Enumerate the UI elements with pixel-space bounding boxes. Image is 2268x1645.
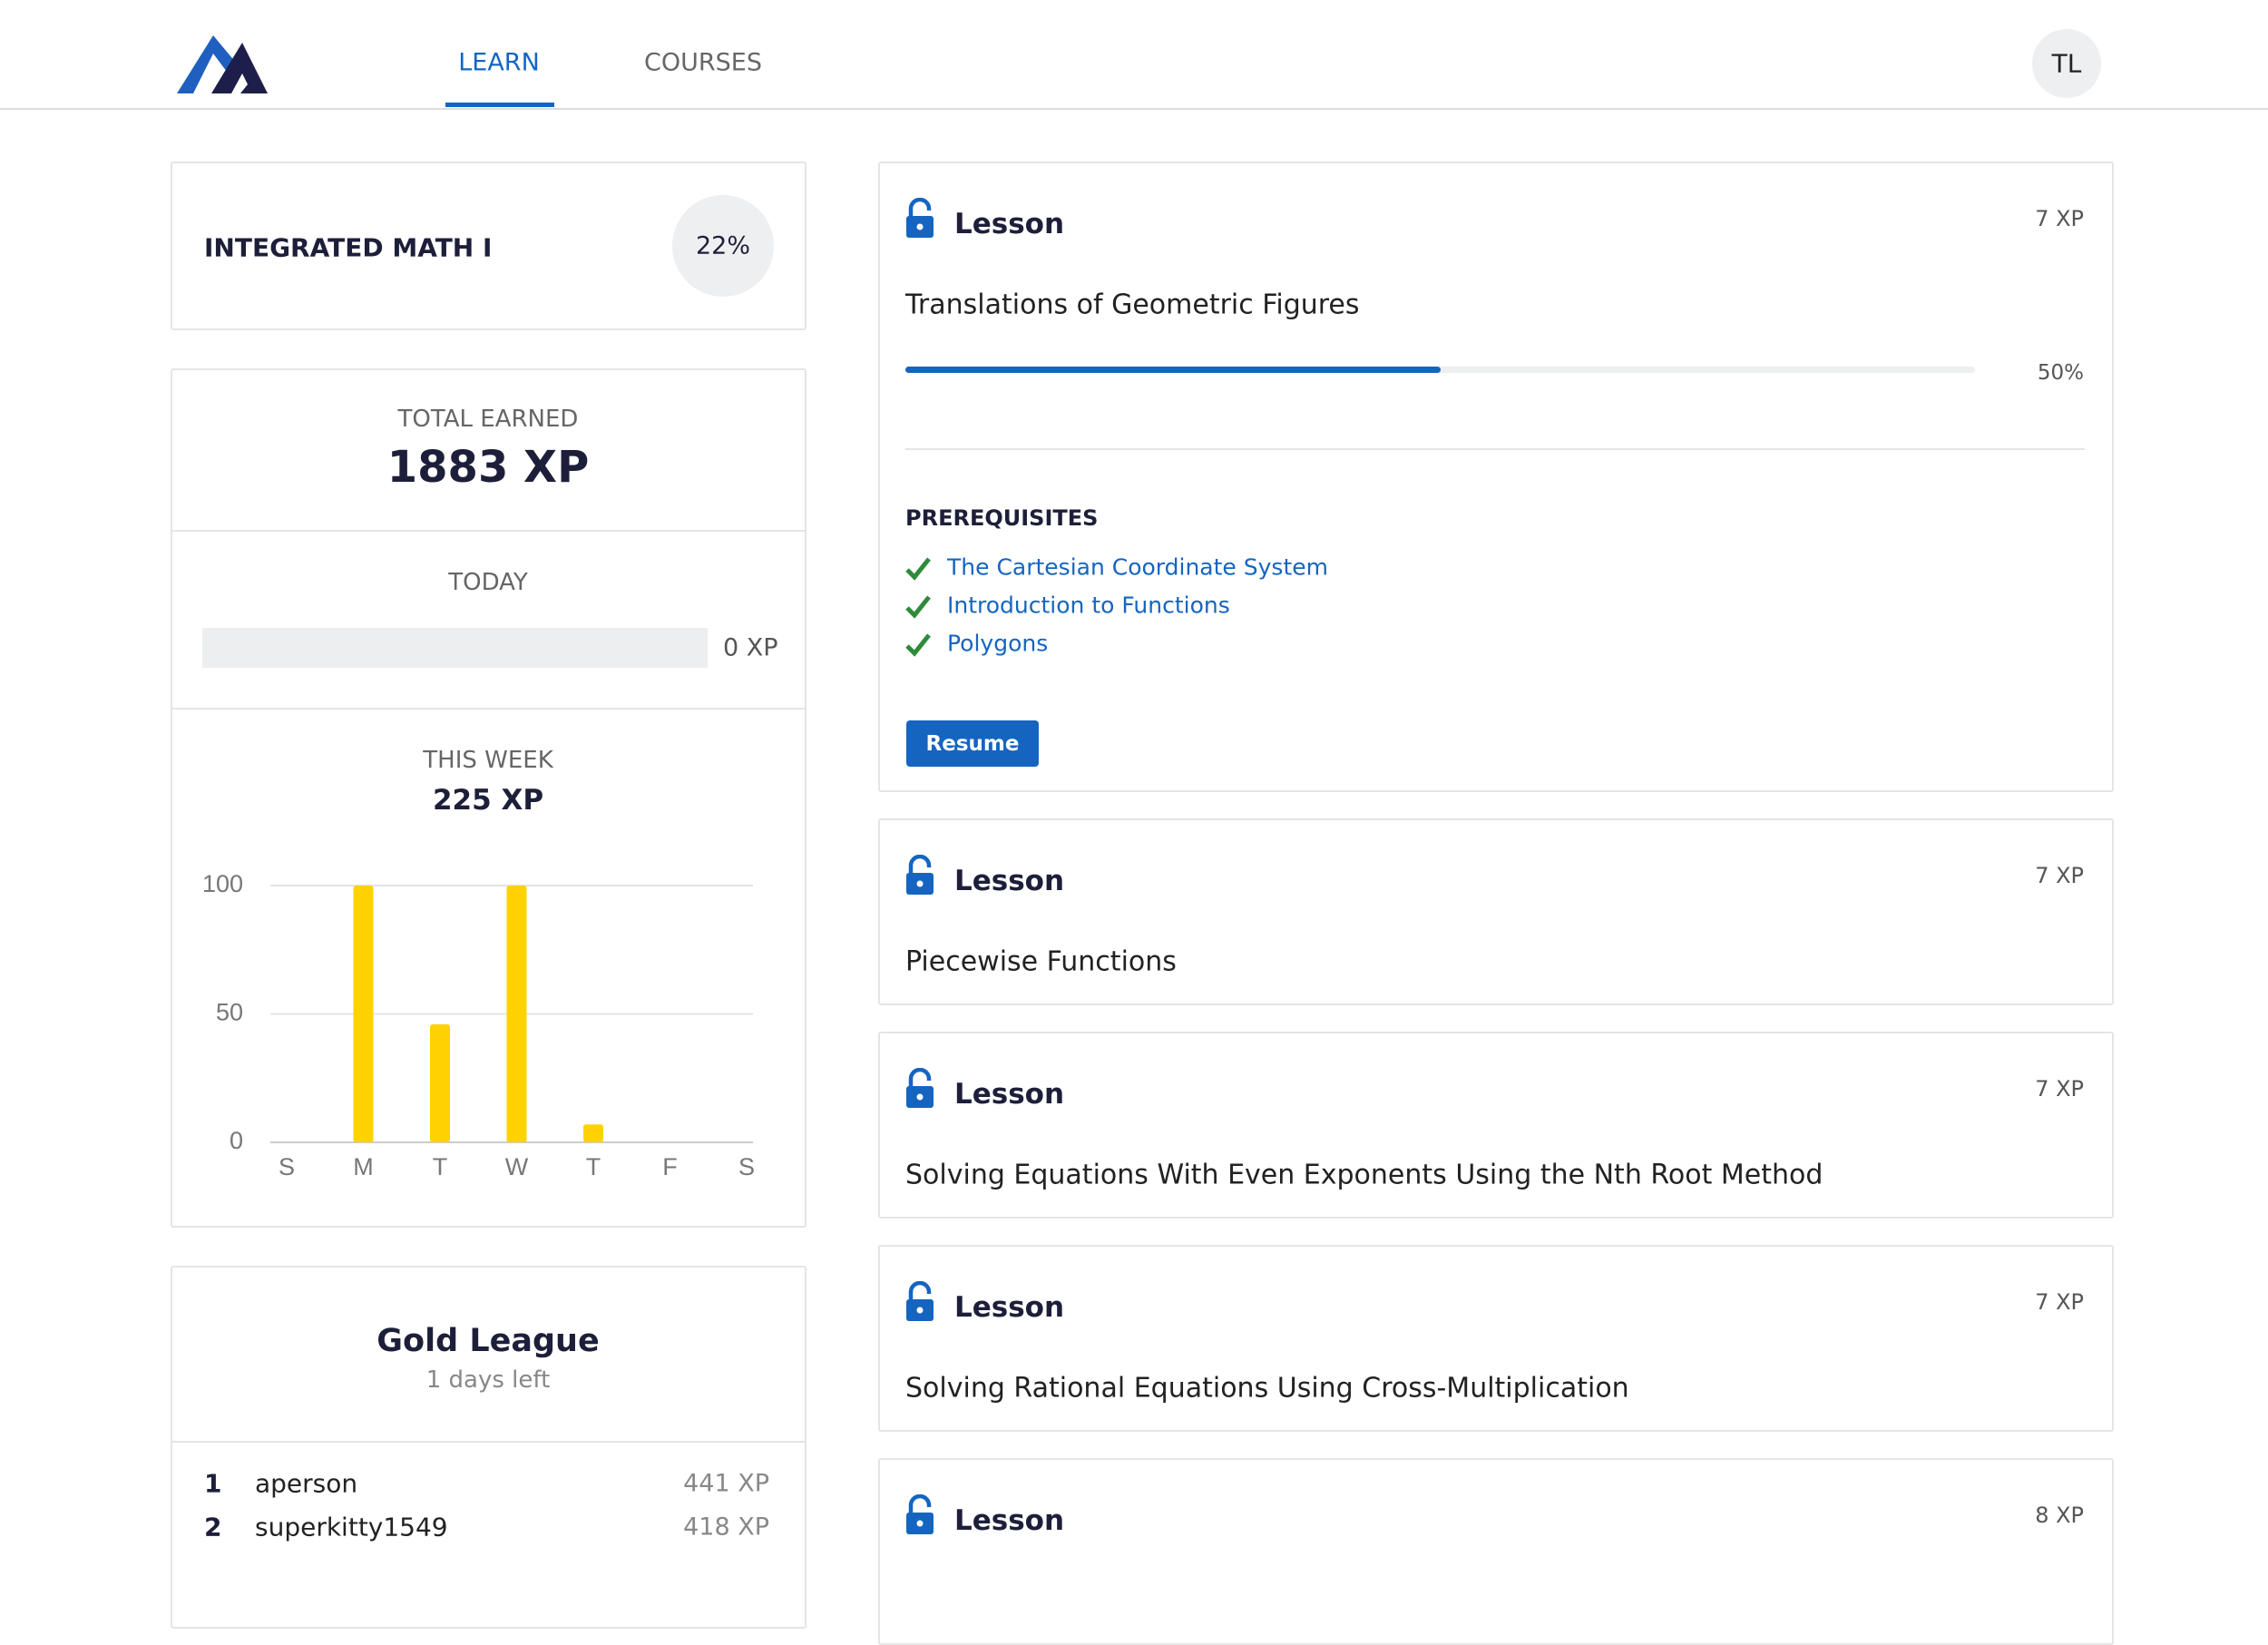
week-chart: 0 50 100 S M T W T F S [202, 870, 755, 1180]
lesson-title[interactable]: Solving Rational Equations Using Cross-M… [905, 1372, 1629, 1405]
today-xp: 0 XP [723, 633, 778, 662]
week-xp: 225 XP [432, 784, 544, 817]
prereq-link[interactable]: Introduction to Functions [947, 592, 1230, 619]
divider [172, 530, 805, 532]
prereq-title: PREREQUISITES [905, 505, 1099, 531]
lesson-kind: Lesson [954, 1078, 1065, 1111]
bar [430, 1023, 450, 1142]
lesson-xp: 7 XP [2035, 1289, 2084, 1315]
resume-button[interactable] [906, 720, 1039, 767]
x-tick-label: T [433, 1153, 448, 1180]
lock-icon [906, 1068, 934, 1108]
x-tick-label: M [353, 1153, 374, 1180]
divider [905, 448, 2085, 450]
lesson-card[interactable] [878, 1032, 2114, 1219]
lesson-card[interactable] [878, 818, 2114, 1005]
lock-icon [906, 1281, 934, 1321]
rank: 1 [204, 1468, 222, 1499]
lesson-kind: Lesson [954, 1291, 1065, 1324]
lesson-card[interactable] [878, 1245, 2114, 1432]
lesson-kind: Lesson [954, 208, 1065, 240]
course-title: INTEGRATED MATH I [204, 232, 493, 263]
lesson-kind: Lesson [954, 865, 1065, 897]
lesson-title[interactable]: Piecewise Functions [905, 945, 1177, 978]
rank: 2 [204, 1512, 222, 1542]
xp-card [171, 368, 807, 1228]
lesson-card[interactable] [878, 162, 2114, 792]
x-tick-label: W [505, 1153, 529, 1180]
lesson-title[interactable]: Solving Equations With Even Exponents Us… [905, 1159, 1823, 1191]
x-tick-label: S [738, 1153, 755, 1180]
user-xp: 418 XP [683, 1513, 769, 1542]
lesson-xp: 7 XP [2035, 863, 2084, 888]
lesson-kind: Lesson [954, 1504, 1065, 1537]
total-label: TOTAL EARNED [397, 406, 579, 433]
today-bar [202, 628, 708, 668]
prereq-link[interactable]: The Cartesian Coordinate System [947, 553, 1328, 581]
lock-icon [906, 855, 934, 895]
league-title: Gold League [376, 1323, 600, 1359]
avatar[interactable] [2032, 29, 2101, 98]
check-icon [905, 595, 931, 619]
x-tick-label: S [279, 1153, 295, 1180]
prereq-link[interactable]: Polygons [947, 630, 1049, 657]
league-card [171, 1266, 807, 1629]
nav-learn[interactable]: LEARN [458, 48, 540, 77]
y-tick-label: 0 [230, 1127, 243, 1154]
divider [172, 1441, 805, 1443]
week-label: THIS WEEK [423, 747, 553, 774]
x-tick-label: T [586, 1153, 601, 1180]
progress-fill [905, 367, 1441, 373]
course-percent: 22% [695, 231, 751, 260]
header [0, 0, 2268, 110]
bar [353, 886, 374, 1142]
nav-courses[interactable]: COURSES [644, 48, 762, 77]
divider [172, 708, 805, 710]
lesson-title[interactable]: Translations of Geometric Figures [905, 289, 1360, 321]
avatar-text[interactable]: TL [2051, 48, 2082, 79]
user-name: aperson [255, 1468, 358, 1499]
total-xp: 1883 XP [386, 442, 590, 493]
lesson-xp: 8 XP [2035, 1503, 2084, 1528]
bar [583, 1124, 603, 1142]
logo[interactable] [177, 32, 286, 95]
bar [506, 886, 527, 1142]
progress-label: 50% [2037, 361, 2084, 385]
lesson-card[interactable] [878, 1458, 2114, 1645]
league-subtitle: 1 days left [425, 1366, 551, 1394]
resume-text[interactable]: Resume [925, 732, 1020, 756]
progress-track [905, 367, 1975, 373]
lock-icon [906, 1494, 934, 1534]
check-icon [905, 633, 931, 657]
y-tick-label: 50 [216, 999, 243, 1026]
x-tick-label: F [662, 1153, 678, 1180]
y-tick-label: 100 [202, 870, 243, 897]
today-label: TODAY [448, 569, 528, 596]
nav-underline [445, 103, 554, 107]
lesson-xp: 7 XP [2035, 206, 2084, 231]
check-icon [905, 557, 931, 581]
user-name: superkitty1549 [255, 1512, 448, 1542]
lock-icon [906, 198, 934, 238]
percent-circle [672, 195, 774, 297]
user-xp: 441 XP [683, 1469, 769, 1498]
lesson-xp: 7 XP [2035, 1076, 2084, 1102]
